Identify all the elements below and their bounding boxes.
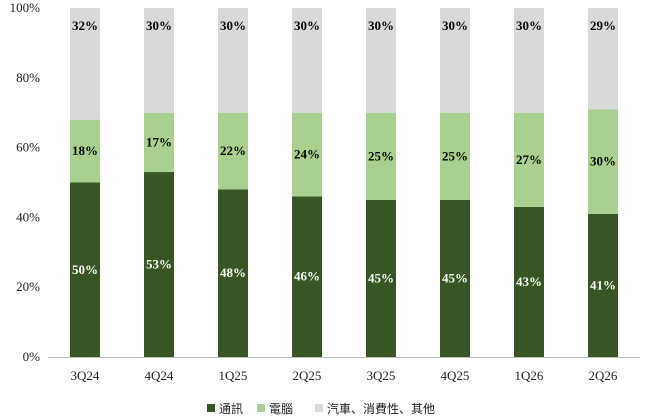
data-label: 29% <box>590 18 616 33</box>
bar-segment <box>218 189 248 357</box>
y-tick-label: 100% <box>10 0 41 15</box>
data-label: 30% <box>516 18 542 33</box>
bar-segment <box>70 119 100 183</box>
bar-segment <box>588 213 618 357</box>
x-tick-label: 4Q25 <box>441 368 470 383</box>
bar-segment <box>366 112 396 200</box>
x-tick-label: 3Q25 <box>367 368 396 383</box>
x-tick-label: 1Q25 <box>219 368 248 383</box>
y-tick-label: 20% <box>16 279 40 294</box>
bar-segment <box>514 8 544 113</box>
bar-segment <box>292 8 322 113</box>
data-label: 30% <box>368 18 394 33</box>
bar-segment <box>440 8 470 113</box>
data-label: 30% <box>442 18 468 33</box>
data-label: 30% <box>294 18 320 33</box>
data-label: 46% <box>294 269 320 284</box>
x-tick-label: 4Q24 <box>145 368 174 383</box>
x-tick-label: 3Q24 <box>71 368 100 383</box>
x-axis: 3Q24 4Q24 1Q25 2Q25 3Q25 4Q25 1Q26 2Q26 <box>48 357 640 383</box>
data-label: 53% <box>146 257 172 272</box>
data-label: 27% <box>516 152 542 167</box>
data-label: 30% <box>220 18 246 33</box>
bar-segment <box>514 112 544 207</box>
legend-swatch <box>207 404 215 412</box>
legend-label: 通訊 <box>219 401 243 416</box>
bar-segment <box>70 182 100 357</box>
bar-segment <box>440 199 470 357</box>
bar-area: 50% 18% 32% 53% 17% 30% 48% 22% 30% 46% 24% 30% 45% 2… <box>70 8 618 357</box>
bar-segment <box>70 8 100 120</box>
bar-segment <box>144 172 174 357</box>
bar-segment <box>144 8 174 113</box>
legend-swatch <box>315 404 323 412</box>
y-axis: 0% 20% 40% 60% 80% 100% <box>10 0 41 364</box>
data-label: 41% <box>590 277 616 292</box>
bar-segment <box>366 199 396 357</box>
legend: 通訊 電腦 汽車、消費性、其他 <box>207 401 435 416</box>
x-tick-label: 2Q25 <box>293 368 322 383</box>
data-label: 24% <box>294 147 320 162</box>
y-tick-label: 60% <box>16 140 40 155</box>
data-label: 18% <box>72 143 98 158</box>
bar-segment <box>440 112 470 200</box>
data-label: 43% <box>516 274 542 289</box>
data-label: 45% <box>442 270 468 285</box>
bar-segment <box>218 112 248 190</box>
x-tick-label: 2Q26 <box>589 368 618 383</box>
bar-segment <box>366 8 396 113</box>
legend-label: 電腦 <box>269 401 293 416</box>
bar-segment <box>514 206 544 357</box>
data-label: 30% <box>590 154 616 169</box>
data-label: 17% <box>146 134 172 149</box>
x-tick-label: 1Q26 <box>515 368 544 383</box>
data-label: 50% <box>72 262 98 277</box>
data-label: 25% <box>442 148 468 163</box>
data-label: 45% <box>368 270 394 285</box>
legend-swatch <box>257 404 265 412</box>
bar-segment <box>588 109 618 214</box>
y-tick-label: 0% <box>23 349 41 364</box>
bar-segment <box>144 112 174 173</box>
bar-segment <box>292 112 322 197</box>
data-label: 25% <box>368 148 394 163</box>
data-label: 30% <box>146 18 172 33</box>
legend-label: 汽車、消費性、其他 <box>327 401 435 416</box>
data-label: 22% <box>220 143 246 158</box>
y-tick-label: 80% <box>16 70 40 85</box>
y-tick-label: 40% <box>16 209 40 224</box>
data-label: 48% <box>220 265 246 280</box>
bar-segment <box>588 8 618 110</box>
data-label: 32% <box>72 18 98 33</box>
bar-segment <box>292 196 322 357</box>
bar-segment <box>218 8 248 113</box>
